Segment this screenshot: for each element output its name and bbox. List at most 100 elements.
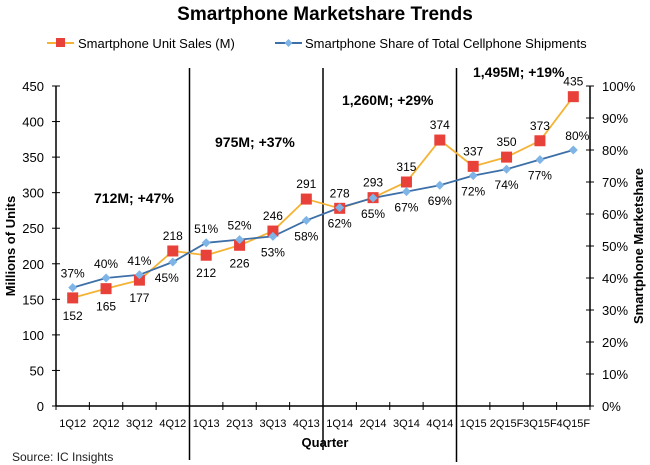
- x-tick-label: 4Q13: [293, 418, 320, 430]
- y-tick-label: 300: [22, 186, 44, 201]
- share-marker: [401, 187, 411, 197]
- sales-marker: [167, 245, 179, 257]
- legend: Smartphone Unit Sales (M) Smartphone Sha…: [47, 36, 587, 51]
- y2-tick-label: 0%: [602, 399, 621, 414]
- legend-label-sales: Smartphone Unit Sales (M): [78, 36, 235, 51]
- x-tick-label: 3Q15F: [523, 418, 557, 430]
- y-tick-label: 150: [22, 292, 44, 307]
- share-data-label: 41%: [127, 254, 151, 268]
- x-axis-label: Quarter: [302, 435, 349, 450]
- chart-title: Smartphone Marketshare Trends: [177, 4, 473, 25]
- sales-data-label: 152: [63, 309, 83, 323]
- share-data-label: 72%: [461, 185, 485, 199]
- x-tick-label: 4Q15F: [556, 418, 590, 430]
- sales-data-label: 218: [163, 229, 183, 243]
- y-tick-label: 250: [22, 221, 44, 236]
- x-tick-label: 1Q14: [326, 418, 353, 430]
- share-data-label: 65%: [361, 207, 385, 221]
- sales-data-label: 337: [463, 144, 483, 158]
- y2-tick-label: 30%: [602, 303, 628, 318]
- share-marker: [201, 238, 211, 248]
- share-data-label: 62%: [328, 217, 352, 231]
- legend-marker-share: [284, 39, 293, 47]
- sales-data-label: 291: [296, 177, 316, 191]
- share-marker: [101, 273, 111, 283]
- share-data-label: 77%: [528, 169, 552, 183]
- annotation-2012: 712M; +47%: [94, 190, 174, 206]
- share-marker: [268, 231, 278, 241]
- y2-tick-label: 70%: [602, 175, 628, 190]
- y-tick-label: 0: [37, 399, 44, 414]
- share-data-label: 80%: [565, 129, 589, 143]
- share-marker: [568, 145, 578, 155]
- share-data-label: 53%: [261, 245, 285, 259]
- share-marker: [335, 203, 345, 213]
- y-axis-label: Millions of Units: [3, 196, 18, 296]
- y2-tick-label: 50%: [602, 239, 628, 254]
- y-tick-label: 50: [30, 363, 44, 378]
- legend-label-share: Smartphone Share of Total Cellphone Ship…: [305, 36, 587, 51]
- y2-tick-label: 80%: [602, 143, 628, 158]
- sales-marker: [501, 151, 513, 163]
- x-tick-label: 4Q12: [159, 418, 186, 430]
- share-data-label: 40%: [94, 257, 118, 271]
- y2-tick-label: 10%: [602, 367, 628, 382]
- sales-data-label: 246: [263, 209, 283, 223]
- annotation-2014: 1,260M; +29%: [342, 92, 434, 108]
- sales-data-label: 350: [497, 135, 517, 149]
- sales-data-label: 278: [330, 186, 350, 200]
- sales-marker: [467, 160, 479, 172]
- share-marker: [468, 171, 478, 181]
- sales-data-label: 293: [363, 176, 383, 190]
- share-marker: [301, 215, 311, 225]
- sales-marker: [300, 193, 312, 205]
- sales-marker: [234, 239, 246, 251]
- share-marker: [68, 283, 78, 293]
- share-data-label: 69%: [428, 194, 452, 208]
- sales-data-label: 165: [96, 300, 116, 314]
- x-tick-label: 1Q15: [460, 418, 487, 430]
- sales-marker: [400, 176, 412, 188]
- share-data-label: 67%: [394, 201, 418, 215]
- x-tick-label: 1Q13: [193, 418, 220, 430]
- share-line: [72, 149, 574, 289]
- y-tick-label: 350: [22, 150, 44, 165]
- sales-marker: [567, 91, 579, 103]
- y2-tick-label: 60%: [602, 207, 628, 222]
- x-tick-label: 2Q14: [360, 418, 387, 430]
- x-tick-label: 3Q14: [393, 418, 420, 430]
- sales-marker: [534, 135, 546, 147]
- legend-marker-sales: [56, 38, 65, 47]
- x-tick-label: 4Q14: [426, 418, 453, 430]
- x-tick-label: 3Q12: [126, 418, 153, 430]
- y2-tick-label: 100%: [602, 79, 636, 94]
- sales-line: [72, 96, 575, 299]
- share-data-label: 51%: [194, 222, 218, 236]
- sales-data-label: 177: [129, 291, 149, 305]
- x-tick-label: 2Q12: [93, 418, 120, 430]
- sales-data-label: 373: [530, 119, 550, 133]
- share-marker: [435, 180, 445, 190]
- share-marker: [368, 193, 378, 203]
- share-data-label: 45%: [155, 271, 179, 285]
- sales-marker: [67, 292, 79, 304]
- share-marker: [502, 164, 512, 174]
- sales-marker: [200, 249, 212, 261]
- y-tick-label: 400: [22, 115, 44, 130]
- y2-tick-label: 90%: [602, 111, 628, 126]
- share-marker: [134, 270, 144, 280]
- x-tick-label: 2Q13: [226, 418, 253, 430]
- share-marker: [235, 235, 245, 245]
- share-marker: [535, 155, 545, 165]
- sales-marker: [434, 134, 446, 146]
- source-note: Source: IC Insights: [12, 450, 113, 464]
- share-marker: [168, 257, 178, 267]
- annotation-2013: 975M; +37%: [215, 134, 295, 150]
- annotation-2015: 1,495M; +19%: [473, 64, 565, 80]
- sales-marker: [100, 283, 112, 295]
- y-tick-label: 450: [22, 79, 44, 94]
- sales-data-label: 212: [196, 266, 216, 280]
- sales-marker: [133, 274, 145, 286]
- y2-axis-label: Smartphone Marketshare: [631, 168, 646, 324]
